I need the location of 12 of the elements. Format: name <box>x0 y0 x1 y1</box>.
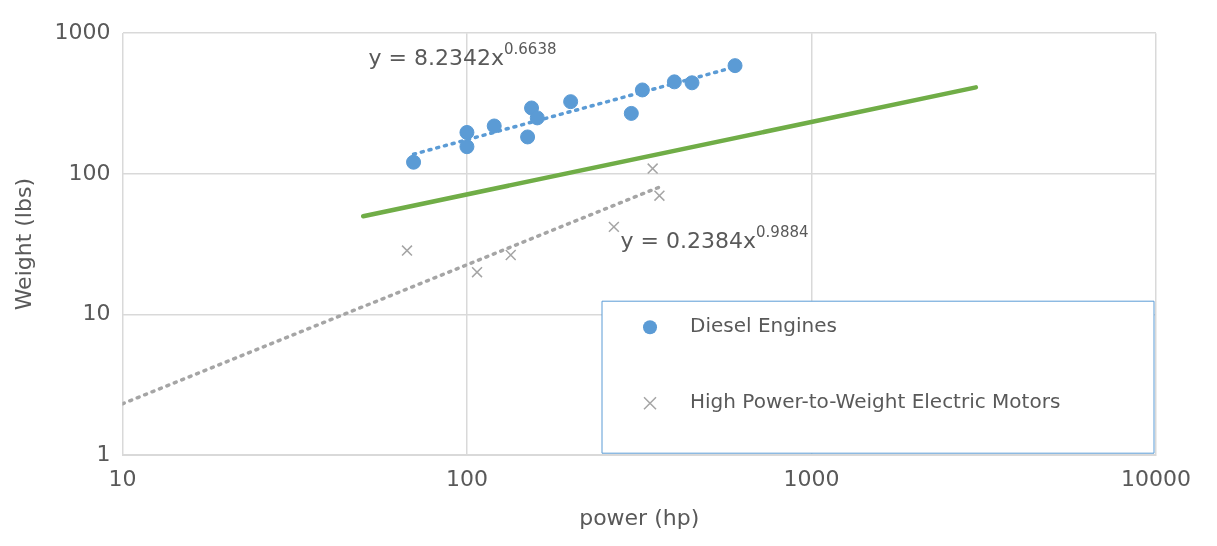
x-tick-label: 100 <box>445 466 488 492</box>
x-axis-title: power (hp) <box>579 504 700 530</box>
x-tick-label: 10000 <box>1121 466 1192 492</box>
y-tick-label: 1000 <box>54 18 111 44</box>
legend-label: High Power-to-Weight Electric Motors <box>690 389 1061 414</box>
y-tick-label: 1 <box>96 440 111 466</box>
y-tick-label: 100 <box>68 159 111 185</box>
x-tick-label: 10 <box>108 466 137 492</box>
y-tick-label: 10 <box>82 300 111 326</box>
legend-label: Diesel Engines <box>690 313 837 338</box>
y-axis-title: Weight (lbs) <box>10 178 36 311</box>
x-tick-label: 1000 <box>783 466 840 492</box>
